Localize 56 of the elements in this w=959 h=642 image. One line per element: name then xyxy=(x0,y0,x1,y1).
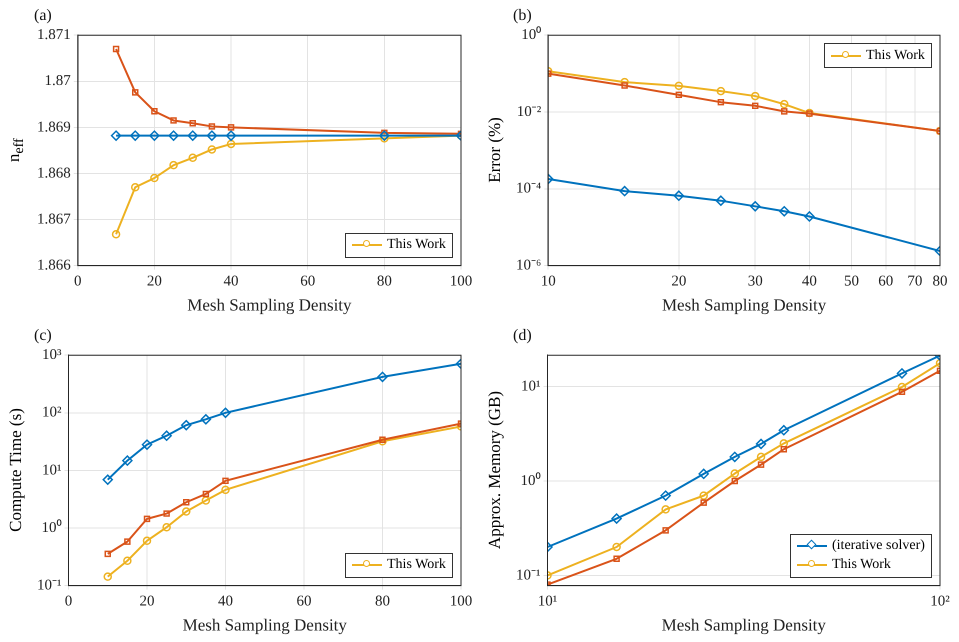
chart-title: (c) xyxy=(34,326,52,344)
x-tick-label: 30 xyxy=(748,274,763,290)
y-tick-label: 1.869 xyxy=(37,119,71,136)
x-axis-title: Mesh Sampling Density xyxy=(187,295,352,314)
y-tick-label: 1.871 xyxy=(37,27,71,44)
chart-title: (a) xyxy=(34,6,52,24)
x-tick-label: 10² xyxy=(930,594,950,610)
y-tick-label: 1.867 xyxy=(37,211,72,228)
y-tick-label: 10⁰ xyxy=(41,518,62,536)
y-tick-label: 10⁻⁴ xyxy=(516,180,542,197)
x-tick-label: 60 xyxy=(878,274,894,290)
x-tick-label: 100 xyxy=(450,594,472,610)
y-tick-label: 10¹ xyxy=(520,378,540,395)
legend-label: (iterative solver) xyxy=(832,538,925,554)
x-tick-label: 20 xyxy=(140,594,154,610)
x-tick-label: 80 xyxy=(375,594,390,610)
chart-title: (d) xyxy=(513,326,532,344)
y-tick-label: 10¹ xyxy=(42,462,62,478)
x-tick-label: 0 xyxy=(74,274,82,290)
x-tick-label: 20 xyxy=(146,274,162,290)
legend-label: This Work xyxy=(866,48,925,64)
y-tick-label: 10⁻¹ xyxy=(36,578,62,594)
chart-title: (b) xyxy=(513,6,532,24)
x-axis-title: Mesh Sampling Density xyxy=(662,295,827,314)
x-tick-label: 40 xyxy=(224,274,239,290)
y-tick-label: 10³ xyxy=(42,347,62,364)
x-tick-label: 70 xyxy=(907,274,922,290)
y-tick-label: 10² xyxy=(42,404,62,421)
x-tick-label: 60 xyxy=(300,274,316,290)
x-tick-label: 100 xyxy=(450,274,472,290)
x-axis-title: Mesh Sampling Density xyxy=(182,615,348,634)
y-tick-label: 1.866 xyxy=(37,258,72,274)
y-tick-label: 1.868 xyxy=(37,165,71,182)
legend-label: This Work xyxy=(832,557,891,574)
x-tick-label: 80 xyxy=(932,274,948,290)
legend-label: This Work xyxy=(387,237,446,254)
y-tick-label: 10⁰ xyxy=(520,472,540,489)
y-tick-label: 10⁻² xyxy=(516,104,542,120)
x-tick-label: 40 xyxy=(802,274,817,290)
y-tick-label: 1.87 xyxy=(44,73,72,90)
y-axis-title: Error (%) xyxy=(484,118,505,184)
x-tick-label: 80 xyxy=(376,274,392,290)
x-tick-label: 20 xyxy=(671,274,686,290)
y-tick-label: 10⁰ xyxy=(521,26,542,44)
x-tick-label: 50 xyxy=(844,274,859,290)
x-tick-label: 0 xyxy=(64,594,72,610)
y-axis-title: Compute Time (s) xyxy=(6,408,26,532)
x-tick-label: 10¹ xyxy=(538,594,558,610)
legend-label: This Work xyxy=(387,557,446,574)
x-axis-title: Mesh Sampling Density xyxy=(662,615,826,634)
x-tick-label: 10 xyxy=(540,274,556,290)
x-tick-label: 40 xyxy=(218,594,233,610)
y-axis-title: Approx. Memory (GB) xyxy=(485,391,506,550)
y-tick-label: 10⁻¹ xyxy=(516,567,540,584)
y-tick-label: 10⁻⁶ xyxy=(516,258,542,274)
x-tick-label: 60 xyxy=(296,594,312,610)
